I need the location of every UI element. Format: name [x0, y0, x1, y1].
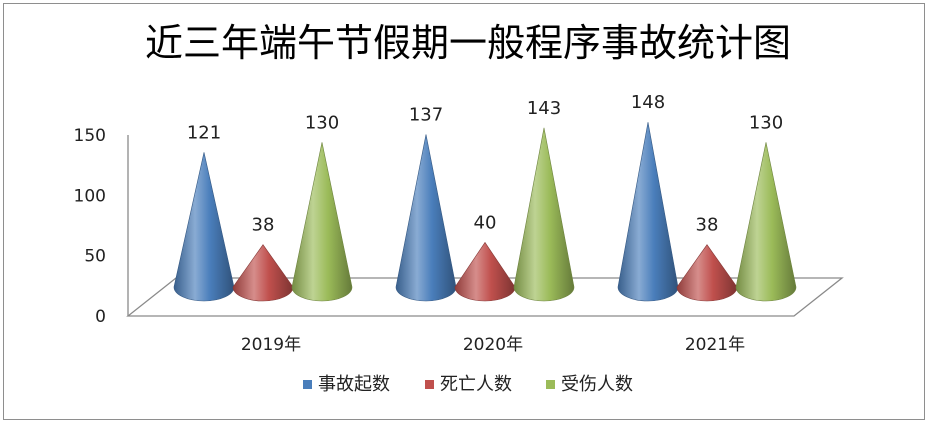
cone-1-2 — [395, 134, 457, 302]
legend-swatch — [425, 380, 434, 389]
chart-title: 近三年端午节假期一般程序事故统计图 — [145, 21, 791, 65]
legend-swatch — [303, 380, 312, 389]
data-label: 130 — [749, 112, 783, 133]
data-label: 130 — [305, 112, 339, 133]
legend-label: 受伤人数 — [561, 374, 633, 395]
y-tick-label: 50 — [84, 247, 106, 267]
data-label: 40 — [474, 212, 497, 233]
data-label: 38 — [252, 215, 275, 236]
legend-label: 事故起数 — [318, 374, 390, 395]
cone-3-3 — [735, 142, 797, 302]
data-label: 143 — [527, 98, 561, 119]
data-label: 137 — [409, 104, 443, 125]
y-tick-label: 150 — [74, 126, 106, 146]
data-label: 121 — [187, 122, 221, 143]
cone-1-1 — [173, 152, 235, 302]
cone-2-1 — [232, 244, 294, 302]
x-category-label: 2019年 — [241, 335, 301, 355]
cone-3-1 — [291, 142, 353, 302]
cone-3-2 — [513, 127, 575, 302]
cone-2-3 — [676, 244, 738, 302]
data-label: 148 — [631, 92, 665, 113]
legend-label: 死亡人数 — [440, 374, 512, 395]
cone-1-3 — [617, 122, 679, 302]
x-category-label: 2020年 — [463, 335, 523, 355]
legend-swatch — [546, 380, 555, 389]
x-category-label: 2021年 — [685, 335, 745, 355]
data-label: 38 — [696, 215, 719, 236]
cone-2-2 — [454, 241, 516, 302]
y-tick-label: 100 — [74, 186, 106, 206]
y-tick-label: 0 — [95, 307, 106, 327]
